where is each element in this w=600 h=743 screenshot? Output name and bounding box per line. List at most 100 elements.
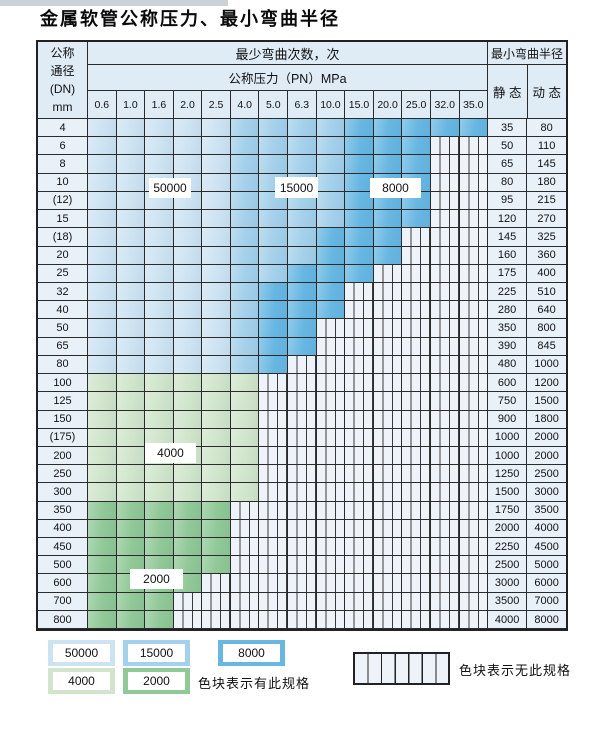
cell-no-spec bbox=[345, 556, 374, 575]
cell-no-spec bbox=[402, 355, 431, 375]
legend-swatch-8000: 8000 bbox=[218, 640, 285, 666]
cell-cycles-2000 bbox=[145, 519, 174, 539]
cell-cycles-50000 bbox=[88, 137, 117, 156]
cell-no-spec bbox=[345, 574, 374, 593]
cell-cycles-4000 bbox=[173, 410, 203, 429]
cell-no-spec bbox=[288, 538, 317, 557]
cell-cycles-15000 bbox=[259, 210, 289, 229]
cell-cycles-15000 bbox=[230, 210, 260, 229]
dynamic-radius-cell: 845 bbox=[527, 337, 567, 356]
cell-no-spec bbox=[459, 137, 489, 156]
cell-cycles-50000 bbox=[173, 355, 203, 375]
pressure-col-header: 2.0 bbox=[173, 91, 203, 119]
cell-no-spec bbox=[345, 501, 374, 520]
cell-cycles-50000 bbox=[88, 282, 117, 302]
pressure-values-row: 0.6 1.0 1.6 2.0 2.5 4.0 5.0 6.3 10.0 15.0 20.0 25.0… bbox=[88, 91, 489, 119]
dn-header-line: 通径 bbox=[50, 64, 75, 78]
static-radius-cell: 900 bbox=[488, 410, 528, 429]
cell-cycles-8000 bbox=[345, 246, 374, 265]
dynamic-radius-cell: 360 bbox=[527, 246, 567, 265]
cell-no-spec bbox=[316, 501, 346, 520]
cell-no-spec bbox=[288, 610, 317, 630]
table-row: 150 900 1800 bbox=[38, 410, 567, 429]
dn-cell: 4 bbox=[38, 119, 88, 138]
table-row: 50 350 800 bbox=[38, 319, 567, 338]
cell-no-spec bbox=[345, 319, 374, 338]
cell-cycles-4000 bbox=[202, 446, 231, 466]
cell-no-spec bbox=[230, 610, 260, 630]
cell-cycles-2000 bbox=[173, 501, 203, 520]
table-row: 65 390 845 bbox=[38, 337, 567, 356]
dn-cell: 40 bbox=[38, 301, 88, 320]
cell-no-spec bbox=[373, 392, 403, 411]
dynamic-radius-cell: 2500 bbox=[527, 465, 567, 484]
cell-no-spec bbox=[316, 355, 346, 375]
cell-no-spec bbox=[430, 556, 460, 575]
pressure-col-header: 1.6 bbox=[145, 91, 174, 119]
static-radius-cell: 1500 bbox=[488, 483, 528, 502]
cell-no-spec bbox=[430, 173, 460, 192]
cell-cycles-2000 bbox=[173, 538, 203, 557]
cell-no-spec bbox=[316, 428, 346, 447]
cell-cycles-8000 bbox=[316, 301, 346, 320]
pressure-header: 公称压力（PN）MPa bbox=[88, 65, 488, 91]
cell-cycles-4000 bbox=[173, 465, 203, 484]
cell-cycles-50000 bbox=[173, 264, 203, 283]
static-radius-cell: 1000 bbox=[488, 428, 528, 447]
cell-no-spec bbox=[345, 465, 374, 484]
cell-no-spec bbox=[430, 610, 460, 630]
cell-cycles-50000 bbox=[145, 228, 174, 247]
cell-no-spec bbox=[459, 556, 489, 575]
cell-no-spec bbox=[288, 410, 317, 429]
cell-cycles-8000 bbox=[345, 137, 374, 156]
cell-cycles-4000 bbox=[88, 410, 117, 429]
cell-no-spec bbox=[288, 501, 317, 520]
cell-no-spec bbox=[373, 301, 403, 320]
cell-cycles-15000 bbox=[288, 210, 317, 229]
cell-cycles-50000 bbox=[145, 137, 174, 156]
cell-no-spec bbox=[459, 319, 489, 338]
dynamic-radius-cell: 3000 bbox=[527, 483, 567, 502]
cell-no-spec bbox=[316, 556, 346, 575]
cell-no-spec bbox=[316, 483, 346, 502]
cell-cycles-50000 bbox=[88, 337, 117, 356]
cell-no-spec bbox=[316, 374, 346, 393]
dn-cell: 300 bbox=[38, 483, 88, 502]
cell-cycles-50000 bbox=[145, 210, 174, 229]
dynamic-radius-cell: 5000 bbox=[527, 556, 567, 575]
cell-no-spec bbox=[259, 465, 289, 484]
cell-cycles-15000 bbox=[230, 337, 260, 356]
cell-no-spec bbox=[259, 428, 289, 447]
cell-no-spec bbox=[459, 392, 489, 411]
cell-cycles-50000 bbox=[88, 228, 117, 247]
cell-cycles-50000 bbox=[88, 319, 117, 338]
dn-cell: 800 bbox=[38, 610, 88, 630]
cell-no-spec bbox=[430, 155, 460, 174]
cell-cycles-4000 bbox=[202, 374, 231, 393]
table-row: (175) 1000 2000 bbox=[38, 428, 567, 447]
cell-cycles-15000 bbox=[288, 246, 317, 265]
cell-no-spec bbox=[345, 610, 374, 630]
cell-no-spec bbox=[173, 592, 203, 611]
cell-cycles-50000 bbox=[88, 173, 117, 192]
dynamic-radius-cell: 3500 bbox=[527, 501, 567, 520]
pressure-col-header: 32.0 bbox=[430, 91, 460, 119]
cell-no-spec bbox=[459, 337, 489, 356]
cell-no-spec bbox=[202, 592, 231, 611]
cell-cycles-4000 bbox=[88, 374, 117, 393]
cell-cycles-8000 bbox=[402, 119, 431, 138]
dynamic-radius-cell: 180 bbox=[527, 173, 567, 192]
cell-cycles-50000 bbox=[145, 264, 174, 283]
pressure-col-header: 5.0 bbox=[259, 91, 289, 119]
dn-cell: 350 bbox=[38, 501, 88, 520]
cell-cycles-50000 bbox=[202, 137, 231, 156]
cell-cycles-50000 bbox=[202, 282, 231, 302]
cell-no-spec bbox=[430, 137, 460, 156]
cell-cycles-2000 bbox=[145, 610, 174, 630]
table-row: 80 480 1000 bbox=[38, 355, 567, 375]
bend-cycles-header: 最少弯曲次数，次 bbox=[88, 42, 488, 65]
cycles-label-8000: 8000 bbox=[370, 178, 421, 198]
dynamic-radius-cell: 800 bbox=[527, 319, 567, 338]
dynamic-radius-cell: 215 bbox=[527, 191, 567, 211]
